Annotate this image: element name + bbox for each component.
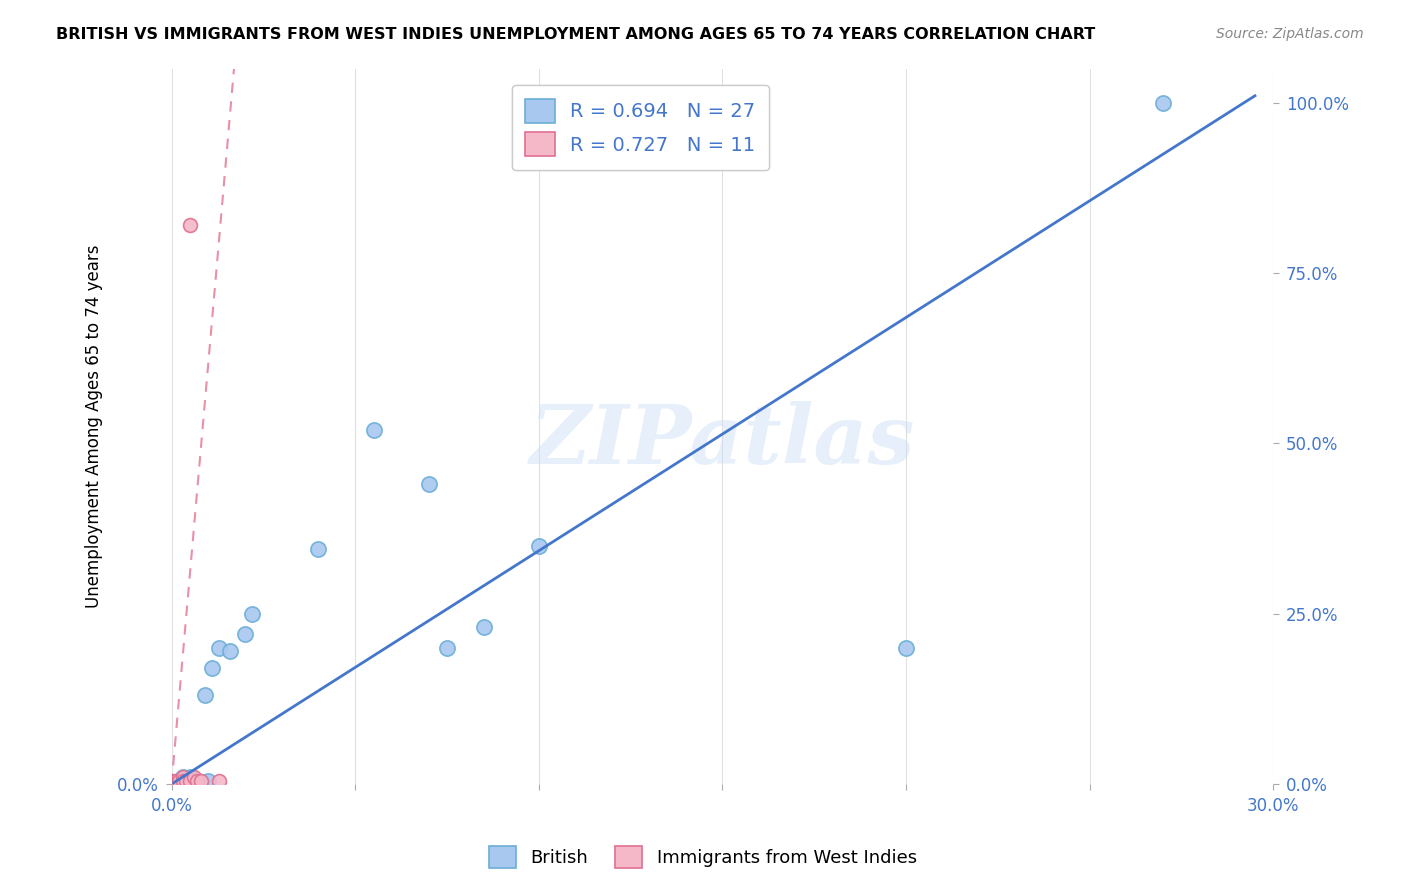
Point: [172, 770, 194, 784]
Point: [194, 689, 217, 703]
Point: [183, 773, 205, 788]
Point: [233, 627, 256, 641]
Legend: R = 0.694   N = 27, R = 0.727   N = 11: R = 0.694 N = 27, R = 0.727 N = 11: [512, 86, 769, 169]
Point: [527, 539, 550, 553]
Text: ZIPatlas: ZIPatlas: [530, 401, 915, 481]
Point: [172, 773, 194, 788]
Point: [172, 770, 194, 784]
Point: [174, 773, 197, 788]
Text: BRITISH VS IMMIGRANTS FROM WEST INDIES UNEMPLOYMENT AMONG AGES 65 TO 74 YEARS CO: BRITISH VS IMMIGRANTS FROM WEST INDIES U…: [56, 27, 1095, 42]
Point: [363, 423, 385, 437]
Point: [201, 661, 224, 675]
Point: [167, 775, 190, 789]
Point: [418, 477, 440, 491]
Y-axis label: Unemployment Among Ages 65 to 74 years: Unemployment Among Ages 65 to 74 years: [86, 244, 103, 608]
Point: [308, 541, 330, 556]
Text: Source: ZipAtlas.com: Source: ZipAtlas.com: [1216, 27, 1364, 41]
Point: [179, 775, 201, 789]
Point: [174, 773, 197, 788]
Point: [172, 775, 194, 789]
Point: [197, 773, 219, 788]
Point: [179, 773, 201, 788]
Point: [240, 607, 263, 621]
Point: [472, 620, 495, 634]
Point: [186, 775, 208, 789]
Point: [208, 640, 231, 655]
Point: [174, 775, 197, 789]
Point: [894, 640, 917, 655]
Point: [190, 773, 212, 788]
Point: [183, 770, 205, 784]
Legend: British, Immigrants from West Indies: British, Immigrants from West Indies: [478, 835, 928, 879]
Point: [165, 775, 187, 789]
Point: [167, 773, 190, 788]
Point: [167, 773, 190, 788]
Point: [219, 644, 242, 658]
Point: [190, 775, 212, 789]
Point: [179, 219, 201, 233]
Point: [165, 773, 187, 788]
Point: [186, 773, 208, 788]
Point: [179, 770, 201, 784]
Point: [436, 640, 458, 655]
Point: [1152, 95, 1174, 110]
Point: [208, 773, 231, 788]
